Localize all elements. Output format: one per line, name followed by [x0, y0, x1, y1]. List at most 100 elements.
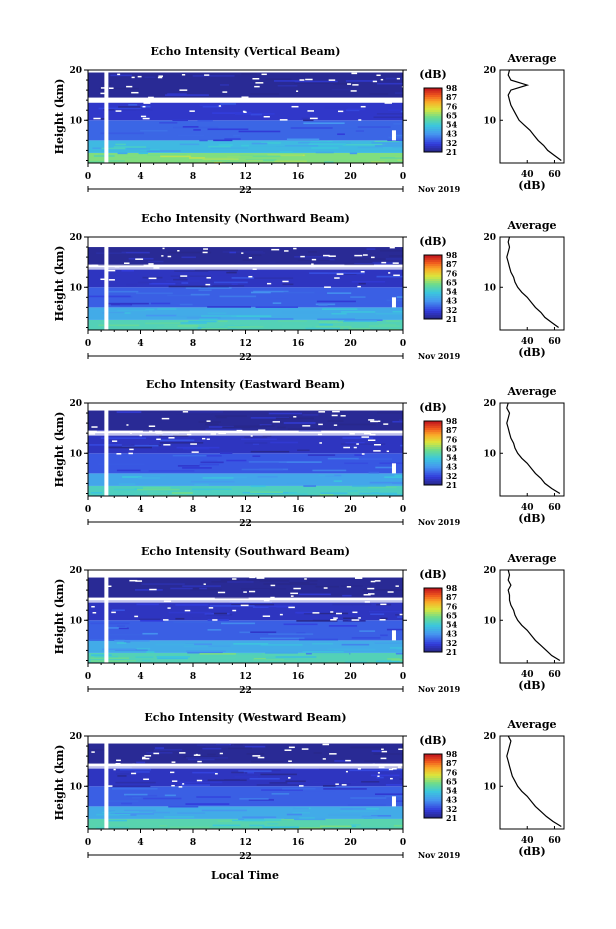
echo-streak: [182, 126, 199, 128]
echo-streak: [377, 411, 403, 414]
missing-speck: [266, 282, 272, 285]
echo-streak: [308, 251, 317, 253]
echo-streak: [233, 425, 265, 428]
echo-streak: [282, 659, 298, 662]
echo-streak: [374, 145, 403, 147]
echo-streak: [117, 625, 126, 628]
colorbar-segment: [424, 316, 442, 320]
x-tick-label: 4: [137, 672, 143, 682]
echo-streak: [190, 480, 235, 483]
echo-streak: [145, 322, 179, 325]
echo-streak: [201, 327, 228, 330]
missing-speck: [384, 102, 392, 104]
echo-streak: [375, 466, 392, 469]
colorbar-tick-label: 98: [446, 416, 458, 426]
profile-frame: [499, 569, 565, 664]
echo-streak: [344, 263, 375, 266]
echo-streak: [136, 488, 180, 491]
echo-streak: [250, 491, 283, 494]
echo-streak: [392, 420, 403, 423]
profile-y-tick-label: 10: [483, 116, 496, 126]
colorbar-segment: [424, 647, 442, 651]
echo-streak: [250, 113, 263, 116]
missing-speck: [182, 783, 185, 785]
missing-speck: [204, 74, 210, 76]
profile-x-label: (dB): [518, 179, 545, 192]
colorbar-segment: [424, 440, 442, 443]
missing-speck: [135, 258, 144, 260]
colorbar-segment: [424, 600, 442, 604]
missing-speck: [171, 761, 176, 763]
y-tick-label: 20: [69, 399, 82, 409]
echo-streak: [366, 248, 376, 250]
echo-streak: [171, 492, 193, 494]
echo-streak: [307, 454, 336, 456]
intensity-layer: [88, 620, 403, 641]
missing-speck: [373, 444, 381, 446]
echo-streak: [201, 809, 247, 812]
x-tick-label: 16: [292, 505, 305, 515]
colorbar-tick-label: 32: [446, 138, 457, 148]
colorbar-segment: [424, 777, 442, 781]
echo-streak: [141, 583, 185, 585]
echo-streak: [177, 134, 205, 137]
missing-speck: [361, 436, 370, 438]
colorbar-label: (dB): [419, 734, 446, 747]
x-tick-label: 8: [190, 505, 196, 515]
missing-speck: [288, 606, 295, 609]
echo-streak: [110, 303, 133, 306]
echo-streak: [239, 154, 254, 156]
echo-streak: [170, 587, 207, 590]
echo-streak: [199, 463, 219, 466]
echo-streak: [294, 82, 339, 84]
echo-streak: [226, 459, 247, 462]
missing-speck: [142, 756, 146, 759]
profile-title: Average: [506, 552, 556, 565]
average-profile-line: [507, 569, 561, 662]
echo-streak: [370, 613, 385, 616]
profile-title: Average: [506, 718, 556, 731]
echo-streak: [227, 581, 254, 583]
echo-streak: [250, 291, 271, 294]
missing-speck: [253, 407, 260, 410]
profile-y-tick-label: 10: [483, 782, 496, 792]
colorbar-tick-label: 54: [446, 120, 458, 130]
echo-streak: [211, 489, 232, 492]
echo-streak: [298, 593, 331, 596]
colorbar-segment: [424, 643, 442, 647]
missing-speck: [362, 254, 368, 256]
colorbar-segment: [424, 276, 442, 279]
heatmap-field: [88, 570, 403, 663]
echo-streak: [147, 260, 164, 263]
echo-streak: [213, 281, 248, 284]
echo-streak: [281, 325, 313, 328]
echo-streak: [88, 295, 131, 298]
echo-streak: [202, 477, 234, 479]
echo-streak: [262, 654, 305, 656]
missing-speck: [319, 442, 322, 444]
colorbar-frame: [423, 420, 443, 486]
missing-speck: [300, 255, 305, 258]
echo-streak: [176, 412, 213, 415]
colorbar-segment: [424, 649, 442, 653]
echo-streak: [369, 481, 403, 484]
echo-streak: [150, 474, 167, 477]
profile-x-label: (dB): [518, 512, 545, 525]
x-tick-label: 0: [85, 838, 91, 848]
echo-streak: [250, 450, 290, 453]
missing-speck: [113, 768, 116, 771]
echo-streak: [268, 412, 302, 415]
echo-streak: [199, 653, 236, 655]
missing-speck: [241, 252, 244, 254]
x-tick-label: 0: [85, 339, 91, 349]
x-tick-label: 16: [292, 838, 305, 848]
echo-streak: [222, 455, 250, 458]
echo-streak: [252, 443, 259, 445]
echo-streak: [205, 428, 242, 431]
echo-streak: [303, 612, 349, 615]
colorbar-segment: [424, 90, 442, 93]
colorbar-segment: [424, 756, 442, 759]
colorbar-segment: [424, 137, 442, 140]
colorbar-frame: [423, 587, 443, 653]
missing-speck: [115, 762, 121, 765]
